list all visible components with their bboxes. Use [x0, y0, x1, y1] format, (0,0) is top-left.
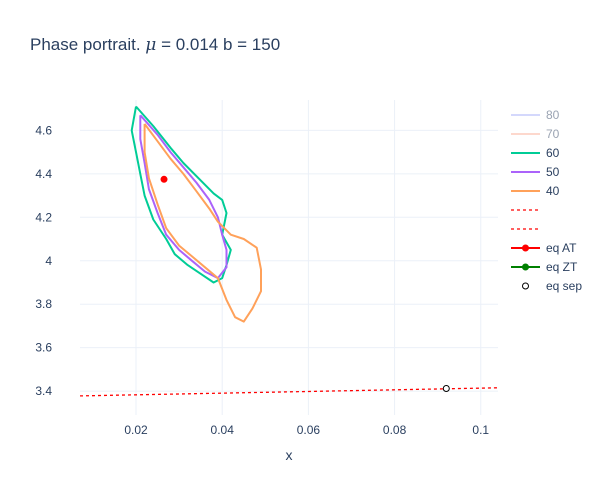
separatrix-line	[80, 387, 498, 397]
chart-title: Phase portrait. μ = 0.014 b = 150	[30, 35, 280, 55]
legend-label: 60	[546, 146, 560, 160]
y-tick-label: 4	[45, 254, 52, 268]
legend-label: 80	[546, 108, 560, 122]
x-tick-label: 0.1	[472, 423, 489, 437]
x-tick-label: 0.08	[383, 423, 407, 437]
legend-label: 70	[546, 127, 560, 141]
legend-item-eq AT[interactable]: eq AT	[511, 241, 577, 255]
trajectory-50	[139, 114, 228, 280]
plot-area	[80, 105, 498, 397]
trajectory-60	[130, 105, 232, 284]
x-tick-label: 0.06	[297, 423, 321, 437]
legend-item-eq ZT[interactable]: eq ZT	[511, 260, 578, 274]
x-tick-label: 0.04	[211, 423, 235, 437]
y-axis-ticks: 3.4 3.6 3.8 4 4.2 4.4 4.6	[35, 123, 52, 398]
trajectory-40	[143, 123, 262, 323]
legend-item-50[interactable]: 50	[511, 165, 560, 179]
y-tick-label: 4.4	[35, 167, 52, 181]
y-tick-label: 3.8	[35, 297, 52, 311]
marker-eq-sep	[442, 384, 450, 392]
legend-label: 50	[546, 165, 560, 179]
x-axis-title: x	[286, 447, 293, 463]
legend-label: eq AT	[546, 241, 577, 255]
marker-eq-at	[160, 175, 168, 183]
legend-item-eq sep[interactable]: eq sep	[511, 279, 582, 293]
legend-label: eq ZT	[546, 260, 578, 274]
y-tick-label: 3.4	[35, 384, 52, 398]
legend: 80 70 60 50 40 eq AT eq ZT eq sep	[511, 108, 582, 293]
legend-marker	[522, 244, 529, 252]
x-axis-ticks: 0.02 0.04 0.06 0.08 0.1	[124, 423, 489, 437]
legend-item-60[interactable]: 60	[511, 146, 560, 160]
legend-label: 40	[546, 184, 560, 198]
legend-item-80[interactable]: 80	[511, 108, 560, 122]
legend-item-40[interactable]: 40	[511, 184, 560, 198]
legend-label: eq sep	[546, 279, 582, 293]
legend-marker	[522, 263, 529, 271]
legend-item-70[interactable]: 70	[511, 127, 560, 141]
y-tick-label: 4.2	[35, 210, 52, 224]
legend-marker	[522, 282, 529, 290]
y-tick-label: 4.6	[35, 123, 52, 137]
x-tick-label: 0.02	[124, 423, 148, 437]
y-tick-label: 3.6	[35, 341, 52, 355]
